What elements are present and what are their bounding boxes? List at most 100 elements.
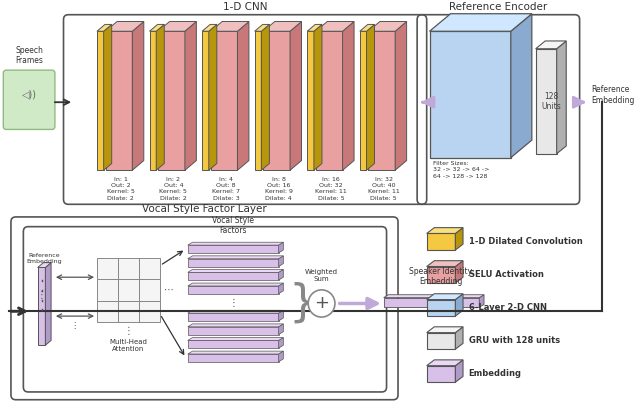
Polygon shape: [427, 366, 456, 382]
Polygon shape: [342, 21, 354, 170]
Bar: [118, 279, 139, 301]
Text: +: +: [314, 294, 329, 313]
Polygon shape: [427, 228, 463, 233]
Polygon shape: [307, 24, 322, 31]
Polygon shape: [188, 313, 278, 321]
FancyBboxPatch shape: [3, 70, 55, 130]
Polygon shape: [536, 41, 566, 49]
Polygon shape: [290, 21, 301, 170]
Text: In: 2
Out: 4
Kernel: 5
Dilate: 2: In: 2 Out: 4 Kernel: 5 Dilate: 2: [159, 177, 188, 200]
Polygon shape: [211, 21, 249, 31]
Polygon shape: [427, 261, 463, 266]
Polygon shape: [188, 245, 278, 253]
Polygon shape: [314, 24, 322, 170]
Text: Embedding: Embedding: [468, 369, 522, 378]
Polygon shape: [188, 269, 284, 272]
Polygon shape: [209, 24, 217, 170]
Text: Reference Encoder: Reference Encoder: [449, 2, 547, 12]
Polygon shape: [479, 295, 484, 307]
Text: 128
Units: 128 Units: [541, 92, 561, 111]
Text: Speech
Frames: Speech Frames: [15, 46, 43, 65]
Text: Speaker Identity
Embedding: Speaker Identity Embedding: [410, 266, 472, 286]
Text: In: 32
Out: 40
Kernel: 11
Dilate: 5: In: 32 Out: 40 Kernel: 11 Dilate: 5: [368, 177, 399, 200]
Text: Weighted
Sum: Weighted Sum: [305, 269, 338, 282]
Polygon shape: [150, 24, 164, 31]
Polygon shape: [188, 310, 284, 313]
Polygon shape: [106, 31, 132, 170]
Polygon shape: [97, 24, 112, 31]
Circle shape: [308, 290, 335, 317]
Polygon shape: [456, 261, 463, 283]
Polygon shape: [456, 294, 463, 316]
Bar: [97, 301, 118, 322]
Polygon shape: [369, 21, 406, 31]
Polygon shape: [536, 49, 557, 154]
Polygon shape: [511, 14, 532, 158]
Text: ⋮: ⋮: [36, 290, 47, 300]
Polygon shape: [278, 256, 284, 266]
Polygon shape: [307, 31, 314, 170]
Polygon shape: [427, 333, 456, 349]
Polygon shape: [237, 21, 249, 170]
Polygon shape: [369, 31, 395, 170]
Polygon shape: [427, 360, 463, 366]
Polygon shape: [263, 31, 290, 170]
Polygon shape: [158, 31, 185, 170]
Text: Vocal Style Factor Layer: Vocal Style Factor Layer: [142, 204, 267, 214]
Text: ◁)): ◁)): [22, 90, 36, 100]
Text: ⋮: ⋮: [70, 321, 78, 330]
Polygon shape: [106, 21, 144, 31]
Polygon shape: [38, 262, 51, 267]
Polygon shape: [395, 21, 406, 170]
Text: 1-D Dilated Convolution: 1-D Dilated Convolution: [468, 237, 582, 246]
Polygon shape: [278, 283, 284, 294]
Polygon shape: [188, 256, 284, 259]
Text: Filter Sizes:
32 -> 32 -> 64 ->
64 -> 128 -> 128: Filter Sizes: 32 -> 32 -> 64 -> 64 -> 12…: [433, 160, 490, 179]
Polygon shape: [188, 283, 284, 286]
Text: }: }: [288, 282, 317, 325]
Bar: [118, 258, 139, 279]
Polygon shape: [150, 31, 156, 170]
Polygon shape: [188, 337, 284, 341]
Polygon shape: [156, 24, 164, 170]
Text: ⋯: ⋯: [164, 285, 173, 295]
Polygon shape: [188, 351, 284, 354]
Polygon shape: [188, 242, 284, 245]
Polygon shape: [278, 242, 284, 253]
Polygon shape: [278, 324, 284, 335]
Text: Multi-Head
Attention: Multi-Head Attention: [109, 339, 147, 352]
Text: Reference
Embedding: Reference Embedding: [27, 253, 62, 264]
Polygon shape: [427, 266, 456, 283]
Polygon shape: [188, 272, 278, 280]
Polygon shape: [255, 24, 269, 31]
Polygon shape: [316, 31, 342, 170]
Polygon shape: [211, 31, 237, 170]
Polygon shape: [132, 21, 144, 170]
Text: In: 4
Out: 8
Kernel: 7
Dilate: 3: In: 4 Out: 8 Kernel: 7 Dilate: 3: [212, 177, 240, 200]
Polygon shape: [104, 24, 112, 170]
Text: In: 1
Out: 2
Kernel: 5
Dilate: 2: In: 1 Out: 2 Kernel: 5 Dilate: 2: [107, 177, 135, 200]
Polygon shape: [427, 300, 456, 316]
Text: ⋮: ⋮: [124, 326, 133, 336]
Text: In: 16
Out: 32
Kernel: 11
Dilate: 5: In: 16 Out: 32 Kernel: 11 Dilate: 5: [316, 177, 347, 200]
Polygon shape: [384, 295, 484, 298]
Bar: [97, 258, 118, 279]
Polygon shape: [427, 327, 463, 333]
Polygon shape: [202, 31, 209, 170]
Polygon shape: [38, 267, 45, 345]
Text: Vocal Style
Factors: Vocal Style Factors: [212, 216, 254, 235]
Bar: [139, 258, 160, 279]
Polygon shape: [188, 324, 284, 327]
Text: 1-D CNN: 1-D CNN: [223, 2, 268, 12]
Polygon shape: [316, 21, 354, 31]
Polygon shape: [278, 269, 284, 280]
Text: In: 8
Out: 16
Kernel: 9
Dilate: 4: In: 8 Out: 16 Kernel: 9 Dilate: 4: [264, 177, 292, 200]
Polygon shape: [97, 31, 104, 170]
Text: GRU with 128 units: GRU with 128 units: [468, 337, 560, 345]
Polygon shape: [263, 21, 301, 31]
Polygon shape: [255, 31, 261, 170]
Text: Reference
Embedding: Reference Embedding: [591, 85, 634, 105]
Polygon shape: [188, 327, 278, 335]
Polygon shape: [158, 21, 196, 31]
Text: SELU Activation: SELU Activation: [468, 270, 543, 279]
